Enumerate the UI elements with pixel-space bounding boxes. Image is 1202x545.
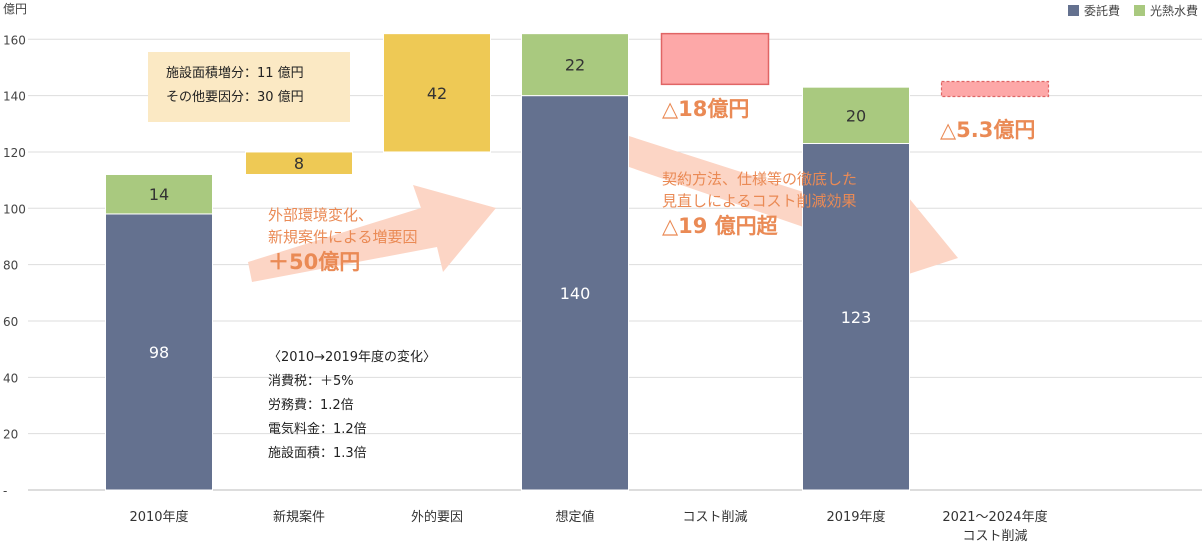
x-tick-label: 2021～2024年度: [942, 509, 1047, 525]
callout-line-1: 施設面積増分：11 億円: [166, 66, 304, 81]
y-tick-label: 80: [3, 259, 18, 273]
bars-layer: 98 14 8 42 140 22 123 20: [105, 32, 1050, 491]
legend-swatch-itaku: [1067, 5, 1079, 16]
data-label: 14: [149, 185, 169, 204]
callout-line-2: その他要因分：30 億円: [166, 90, 304, 105]
legend-label-kounetsu: 光熱水費: [1149, 4, 1198, 18]
note-line-2: 労務費：1.2倍: [268, 398, 354, 413]
note-line-3: 電気料金：1.2倍: [268, 422, 367, 437]
bar-segment: [105, 173, 213, 215]
bar-segment: [802, 143, 910, 491]
y-tick-label: 140: [3, 90, 26, 104]
y-tick-label: 60: [3, 315, 18, 329]
data-label: 22: [565, 56, 585, 75]
effect-line-2: 見直しによるコスト削減効果: [662, 192, 857, 210]
change-note: 〈2010→2019年度の変化〉 消費税：＋5% 労務費：1.2倍 電気料金：1…: [268, 346, 436, 466]
legend-label-itaku: 委託費: [1083, 4, 1120, 18]
bar-segment: [521, 95, 629, 491]
data-label: 140: [560, 284, 591, 303]
axis-layer: - 20 40 60 80 100 120 140 160 億円 2010年度 新規案件 外的要因 想定値…: [3, 2, 1048, 544]
bar-segment: [383, 33, 491, 153]
bar-segment: [940, 80, 1050, 98]
breakdown-callout: 施設面積増分：11 億円 その他要因分：30 億円: [148, 52, 350, 122]
note-title: 〈2010→2019年度の変化〉: [268, 350, 437, 365]
x-tick-label: 2019年度: [826, 509, 885, 525]
increase-arrow: [248, 185, 496, 282]
increase-annotation: 外部環境変化、 新規案件による増要因 ＋50億円: [268, 204, 418, 276]
x-tick-label: コスト削減: [682, 509, 747, 525]
data-label: 42: [427, 84, 447, 103]
note-line-1: 消費税：＋5%: [268, 374, 354, 389]
increase-amount: ＋50億円: [268, 250, 361, 274]
x-tick-label: 新規案件: [273, 509, 325, 525]
y-tick-label: 160: [3, 33, 26, 47]
y-tick-label: -: [3, 484, 7, 498]
legend-swatch-kounetsu: [1133, 5, 1145, 16]
effect-amount: △19 億円超: [662, 214, 778, 238]
data-label: 8: [294, 154, 304, 173]
y-tick-label: 20: [3, 428, 18, 442]
bar-segment: [245, 151, 353, 175]
bar-segment: [521, 33, 629, 97]
x-tick-label: コスト削減: [962, 528, 1027, 544]
effect-annotation: 契約方法、仕様等の徹底した 見直しによるコスト削減効果 △19 億円超: [662, 168, 857, 240]
legend-item-itaku: 委託費: [1067, 2, 1120, 19]
data-label: 98: [149, 343, 169, 362]
note-line-4: 施設面積：1.3倍: [268, 446, 367, 461]
bar-segment: [802, 86, 910, 145]
effect-line-1: 契約方法、仕様等の徹底した: [662, 170, 858, 188]
data-label: 123: [841, 308, 872, 327]
x-tick-label: 2010年度: [129, 509, 188, 525]
y-tick-label: 120: [3, 146, 26, 160]
cut-amount-label: △18億円: [662, 97, 750, 121]
data-label: 20: [846, 106, 866, 125]
legend: 委託費 光熱水費: [1067, 2, 1198, 19]
bar-segment: [105, 213, 213, 491]
y-axis-unit: 億円: [3, 2, 27, 16]
increase-line-1: 外部環境変化、: [268, 206, 374, 224]
legend-item-kounetsu: 光熱水費: [1133, 2, 1198, 19]
bar-segment: [660, 32, 770, 86]
increase-line-2: 新規案件による増要因: [268, 228, 418, 246]
y-tick-label: 40: [3, 371, 18, 385]
future-cut-label: △5.3億円: [940, 118, 1036, 142]
x-tick-label: 外的要因: [411, 509, 463, 525]
x-tick-label: 想定値: [555, 509, 594, 525]
y-tick-label: 100: [3, 202, 26, 216]
